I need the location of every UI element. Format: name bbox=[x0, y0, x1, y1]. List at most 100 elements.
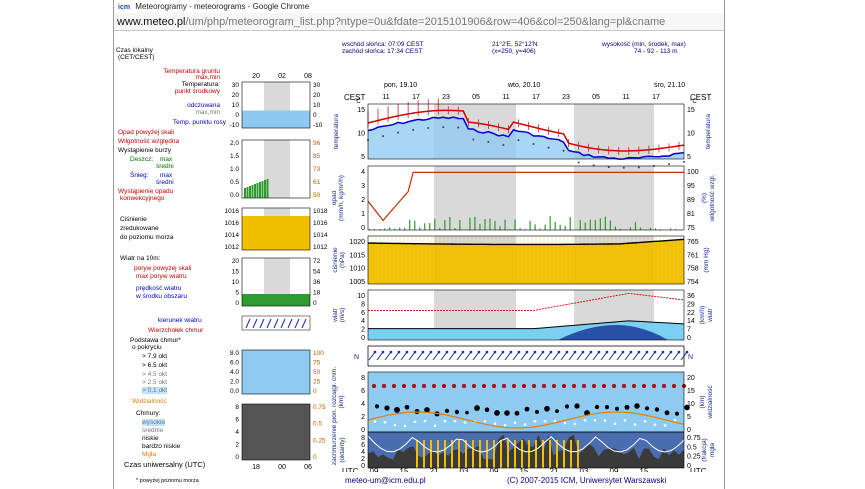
fog-bar bbox=[500, 440, 502, 468]
legend-wind-arrow bbox=[259, 318, 265, 329]
hour-top-label: 17 bbox=[532, 94, 540, 101]
legend-frac-tick-right: 0.5 bbox=[313, 421, 322, 428]
wind-axis-title: wiatr bbox=[332, 307, 339, 323]
dew-point-dot bbox=[382, 135, 385, 138]
cloud-base-dot bbox=[604, 405, 610, 410]
legend-frac-tick: 4 bbox=[235, 429, 239, 436]
wind-arrow bbox=[608, 351, 616, 361]
panel-border bbox=[367, 165, 685, 231]
hour-top-label: 23 bbox=[442, 94, 450, 101]
wind-axis-unit: (m/s) bbox=[339, 308, 346, 323]
sunrise-label: wschód słońca: 07:09 CEST bbox=[342, 41, 424, 48]
legend-temp-fill bbox=[242, 110, 310, 128]
cloud-top-dot bbox=[442, 384, 446, 388]
wind-arrow bbox=[600, 351, 608, 361]
wind-arrow-head bbox=[541, 350, 545, 354]
legend-hour-bottom: 06 bbox=[304, 464, 312, 470]
precip-bar bbox=[674, 229, 677, 230]
wind-arrow-head bbox=[461, 350, 465, 354]
precip-bar bbox=[484, 218, 486, 230]
legend-okt-3: > 4.5 okt bbox=[142, 371, 168, 378]
precip-bar bbox=[419, 227, 421, 230]
cloud-base-dot bbox=[664, 410, 670, 416]
legend-cloud-tick: 4.0 bbox=[230, 369, 239, 376]
fog-axis-title: mgła bbox=[709, 443, 716, 457]
cloud-top-dot bbox=[672, 384, 676, 388]
precip-bar bbox=[549, 216, 551, 230]
wind-tick-left: 4 bbox=[361, 318, 365, 325]
day-label: pon, 19.10 bbox=[384, 82, 417, 89]
press-tick-right: 765 bbox=[687, 239, 699, 246]
legend-clouds-mid: średnie bbox=[142, 427, 164, 434]
hour-bottom-label: 09 bbox=[610, 467, 619, 472]
legend-conv: Wystąpienie opadu bbox=[118, 188, 174, 195]
legend-wind-tick: 10 bbox=[232, 279, 240, 286]
precip-bar bbox=[599, 218, 601, 230]
temp-tick-right: 10 bbox=[687, 131, 695, 138]
cloud-base-dot-light bbox=[523, 423, 527, 426]
cloud-tick-left: 8 bbox=[361, 375, 365, 382]
wind-arrow-head bbox=[621, 350, 625, 354]
cloud-base-dot-light bbox=[423, 419, 427, 423]
temp-unit-right: °C bbox=[690, 99, 697, 105]
wind-tick-left: 6 bbox=[361, 310, 365, 317]
legend-footnote: * powyżej poziomu morza bbox=[136, 478, 199, 484]
legend-precip-bar bbox=[244, 188, 246, 198]
wind-arrow bbox=[656, 351, 664, 361]
legend-point-mid: punkt środkowy bbox=[174, 88, 220, 95]
url-host: www.meteo.pl bbox=[117, 16, 186, 28]
precip-tick-left: 1 bbox=[361, 211, 365, 218]
wind-tick-right: 22 bbox=[687, 310, 695, 317]
frac-tick-left: 2 bbox=[361, 456, 365, 463]
footer-email[interactable]: meteo-um@icm.edu.pl bbox=[345, 476, 426, 485]
fog-bar bbox=[549, 440, 551, 468]
wind-arrow-head bbox=[509, 350, 513, 354]
legend-hour-top: 02 bbox=[278, 73, 286, 80]
temp-tick-left: 5 bbox=[361, 154, 365, 161]
press-axis-unit: (hPa) bbox=[339, 252, 346, 268]
cloud-base-dot-light bbox=[563, 421, 567, 425]
frac-tick-left: 6 bbox=[361, 442, 365, 449]
fog-bar bbox=[521, 440, 523, 468]
legend-cloud-tick: 0.0 bbox=[230, 388, 239, 395]
wind-arrow-head bbox=[389, 350, 393, 354]
legend-pressure-3: do poziomu morza bbox=[120, 234, 174, 241]
precip-tick-left: 0 bbox=[361, 225, 365, 232]
cloud-base-dot-light bbox=[683, 421, 687, 425]
precip-bar bbox=[459, 220, 461, 230]
legend-wind-dir: kierunek wiatru bbox=[158, 317, 202, 324]
cloud-top-dot bbox=[622, 384, 626, 388]
legend-wind-at: Wiatr na 10m: bbox=[120, 255, 161, 262]
fog-bar bbox=[542, 440, 544, 468]
hour-bottom-label: 21 bbox=[430, 467, 439, 472]
cloud-base-dot bbox=[384, 405, 390, 411]
cloud-tick-right: 20 bbox=[687, 375, 695, 382]
legend-wind-tick: 15 bbox=[232, 269, 240, 276]
cloud-top-dot bbox=[472, 384, 476, 388]
wind-arrow bbox=[480, 351, 488, 361]
legend-wind-arrow bbox=[266, 318, 272, 329]
fog-bar bbox=[570, 440, 572, 468]
wind-arrow-head bbox=[661, 350, 665, 354]
cloud-base-dot bbox=[654, 407, 660, 412]
precip-bar bbox=[534, 224, 536, 230]
precip-bar bbox=[594, 219, 596, 230]
precip-bar bbox=[374, 228, 376, 230]
legend-deviation: odczuwana bbox=[187, 102, 220, 109]
wind-arrow bbox=[536, 351, 544, 361]
cloud-base-dot bbox=[644, 406, 650, 411]
browser-window: icm Meteorogramy - meteorograms - Google… bbox=[113, 0, 725, 489]
legend-panel-border bbox=[241, 257, 311, 307]
legend-fog: Mgła bbox=[142, 451, 157, 458]
wind-arrow-head bbox=[421, 350, 425, 354]
legend-cloud-tick-right: 0 bbox=[313, 388, 317, 395]
legend-temp-tick-right: 30 bbox=[313, 82, 321, 89]
precip-bar bbox=[589, 219, 591, 230]
wind-arrow bbox=[568, 351, 576, 361]
legend-press-tick: 1014 bbox=[225, 232, 240, 239]
address-bar[interactable]: www.meteo.pl/um/php/meteorogram_list.php… bbox=[114, 13, 724, 31]
cloud-top-dot bbox=[482, 384, 486, 388]
cloud-base-dot bbox=[504, 410, 510, 416]
humid-tick-right: 75 bbox=[687, 225, 695, 232]
wind-arrow-head bbox=[573, 350, 577, 354]
